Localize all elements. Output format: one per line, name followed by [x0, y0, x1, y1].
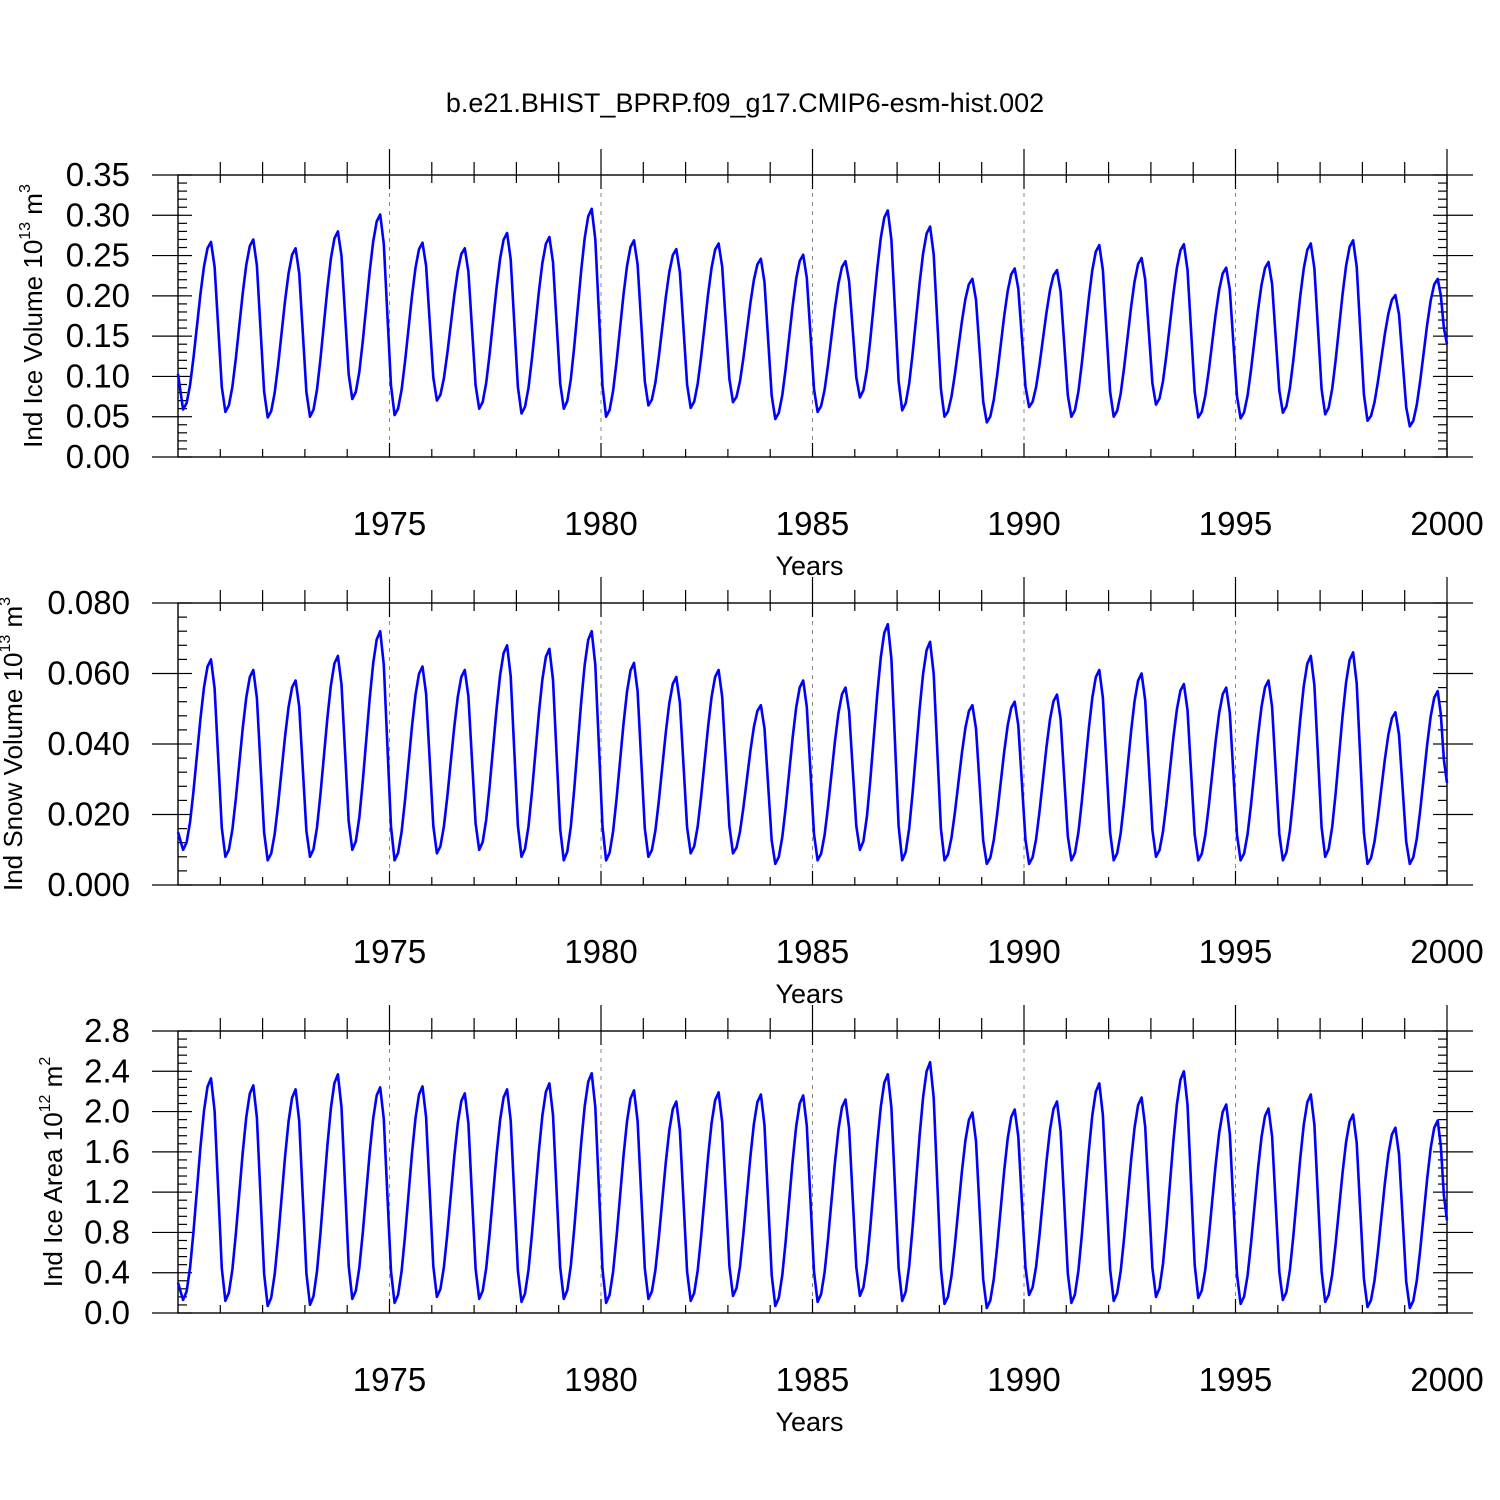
panel-2: 0.000 0.020 0.040 0.060 0.080 1975 1980 1985 199…	[0, 577, 1484, 1009]
x-tick-label: 1990	[987, 505, 1060, 542]
series-line	[176, 1060, 1449, 1310]
y-axis-label: Ind Ice Volume 1013 m3	[17, 184, 48, 448]
x-axis-label: Years	[775, 1407, 843, 1437]
y-tick-label: 0.4	[84, 1254, 130, 1291]
x-tick-label: 2000	[1410, 505, 1483, 542]
y-tick-label: 0.05	[66, 398, 130, 435]
panel-1: 0.000.05 0.100.150.200.25 0.300.35 1975 1980…	[17, 149, 1484, 581]
y-tick-label: 2.0	[84, 1093, 130, 1130]
x-tick-label: 1980	[564, 1361, 637, 1398]
series-line	[176, 207, 1449, 428]
y-tick-label: 0.080	[47, 584, 130, 621]
y-tick-label: 0.060	[47, 655, 130, 692]
y-tick-label: 0.35	[66, 156, 130, 193]
y-tick-label: 0.20	[66, 277, 130, 314]
x-tick-label: 1990	[987, 933, 1060, 970]
y-tick-label: 0.30	[66, 196, 130, 233]
y-tick-label: 1.6	[84, 1133, 130, 1170]
x-tick-label: 2000	[1410, 933, 1483, 970]
x-tick-label: 1975	[353, 505, 426, 542]
x-tick-label: 1980	[564, 505, 637, 542]
x-tick-label: 2000	[1410, 1361, 1483, 1398]
y-tick-label: 0.040	[47, 725, 130, 762]
y-axis-label: Ind Snow Volume 1013 m3	[0, 597, 28, 891]
x-tick-label: 1995	[1199, 1361, 1272, 1398]
y-tick-label: 2.4	[84, 1052, 130, 1089]
y-tick-label: 0.0	[84, 1294, 130, 1331]
y-tick-label: 1.2	[84, 1173, 130, 1210]
y-tick-label: 0.25	[66, 237, 130, 274]
panel-3: 0.00.4 0.81.21.62.0 2.42.8 1975 1980 1985 1990…	[37, 1005, 1484, 1437]
x-axis-label: Years	[775, 979, 843, 1009]
x-tick-label: 1980	[564, 933, 637, 970]
x-tick-label: 1985	[776, 933, 849, 970]
y-tick-label: 0.10	[66, 357, 130, 394]
x-tick-label: 1990	[987, 1361, 1060, 1398]
y-tick-label: 0.000	[47, 866, 130, 903]
y-tick-label: 0.15	[66, 317, 130, 354]
y-tick-label: 2.8	[84, 1012, 130, 1049]
x-axis-label: Years	[775, 551, 843, 581]
y-tick-label: 0.00	[66, 438, 130, 475]
x-tick-label: 1985	[776, 1361, 849, 1398]
x-tick-label: 1985	[776, 505, 849, 542]
x-tick-label: 1975	[353, 1361, 426, 1398]
panels: 0.000.05 0.100.150.200.25 0.300.35 1975 1980…	[0, 149, 1484, 1437]
y-tick-label: 0.8	[84, 1213, 130, 1250]
x-tick-label: 1995	[1199, 933, 1272, 970]
x-tick-label: 1995	[1199, 505, 1272, 542]
y-tick-label: 0.020	[47, 796, 130, 833]
series-line	[176, 622, 1449, 866]
figure-title: b.e21.BHIST_BPRP.f09_g17.CMIP6-esm-hist.…	[446, 88, 1044, 118]
x-tick-label: 1975	[353, 933, 426, 970]
y-axis-label: Ind Ice Area 1012 m2	[37, 1057, 68, 1288]
